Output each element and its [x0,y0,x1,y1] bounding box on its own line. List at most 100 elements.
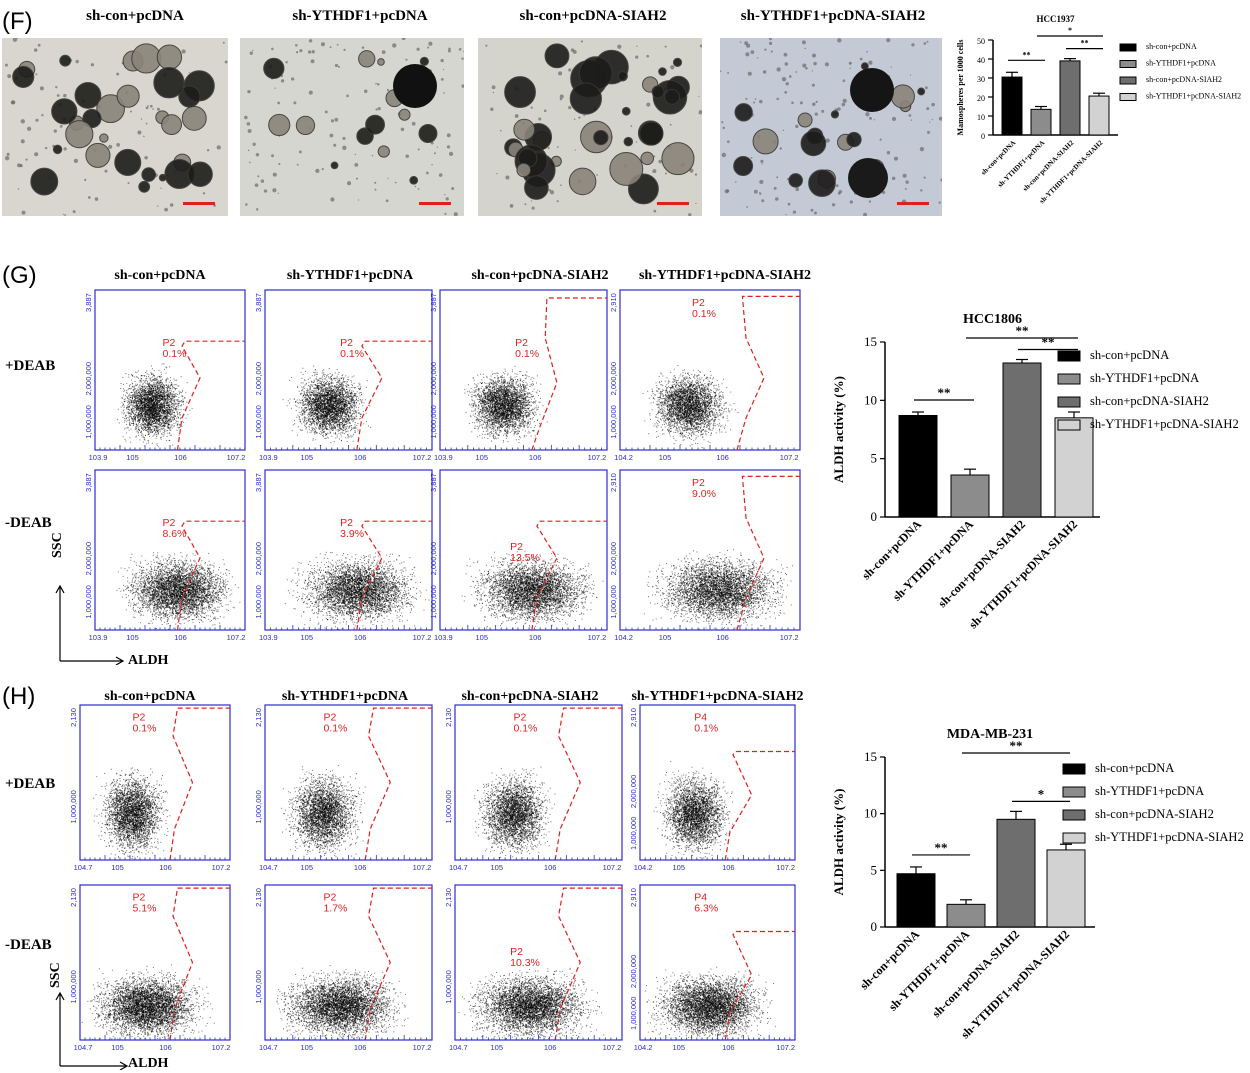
bar [997,819,1035,927]
cell-debris [358,199,359,200]
mammosphere [789,174,803,188]
x-tick-label: 107.2 [212,1043,231,1052]
legend-label: sh-con+pcDNA-SIAH2 [1090,394,1209,408]
scale-bar [897,202,929,205]
cell-debris [271,154,274,157]
x-tick-label: 106 [354,453,367,462]
cell-debris [291,77,294,80]
cell-debris [415,186,417,188]
scale-bar [419,202,451,205]
cell-debris [41,114,43,116]
cell-debris [362,46,365,49]
cell-debris [746,44,750,48]
x-tick-label: 106 [544,863,557,872]
cell-debris [446,197,449,200]
cell-debris [247,90,250,93]
cell-debris [920,147,924,151]
x-tick-label: 106 [354,863,367,872]
cell-debris [723,127,725,129]
cell-debris [759,100,763,104]
cell-debris [375,83,376,84]
cell-debris [751,157,753,159]
cell-debris [21,139,25,143]
cell-debris [312,50,315,53]
cell-debris [157,108,160,111]
cell-debris [869,117,872,120]
h-col-title-4: sh-YTHDF1+pcDNA-SIAH2 [620,689,815,705]
y-tick-label: 2,000,000 [609,362,618,395]
legend-swatch [1063,833,1085,843]
y-tick-label: 10 [864,392,877,407]
cell-debris [905,180,908,183]
cell-debris [816,101,818,103]
cell-debris [321,42,325,46]
cell-debris [759,192,760,193]
cell-debris [325,110,328,113]
cell-debris [785,214,786,215]
cell-debris [760,160,763,163]
cell-debris [440,59,443,62]
cell-debris [451,187,454,190]
cell-debris [538,117,541,120]
cell-debris [826,138,830,142]
cell-debris [137,130,141,134]
significance-label: ** [1016,323,1029,338]
cell-debris [812,70,813,71]
cell-debris [337,44,339,46]
f-col-title-1: sh-con+pcDNA [30,8,240,25]
x-tick-label: 107.2 [776,1043,795,1052]
cell-debris [850,200,853,203]
cell-debris [493,92,494,93]
cell-debris [575,150,576,151]
cell-debris [774,187,777,190]
cell-debris [849,62,852,65]
bar [1089,96,1109,135]
mammosphere [662,143,694,175]
cell-debris [868,61,872,65]
x-tick-label: 105 [672,1043,685,1052]
cell-debris [596,174,598,176]
cell-debris [441,78,444,81]
gate-percentage: 1.7% [323,903,347,915]
cell-debris [635,56,638,59]
cell-debris [354,163,358,167]
sphere-group [244,38,464,216]
x-tick-label: 104.2 [634,863,653,872]
y-tick-label: 2,000,000 [609,542,618,575]
cell-debris [932,119,933,120]
cell-debris [309,39,312,42]
cell-debris [636,141,637,142]
cell-debris [244,116,248,120]
cell-debris [784,91,787,94]
cell-debris [343,49,345,51]
cell-debris [938,201,940,203]
cell-debris [428,42,432,46]
y-tick-label: 2,130 [444,708,453,727]
cell-debris [670,124,672,126]
y-tick-label: 5 [871,451,878,466]
cell-debris [911,119,912,120]
cell-debris [721,121,723,123]
cell-debris [865,112,869,116]
cell-debris [755,98,757,100]
cell-debris [775,197,779,201]
cell-debris [785,62,789,66]
mammosphere [142,168,156,182]
cell-debris [73,210,76,213]
cell-debris [583,115,585,117]
gate-percentage: 10.3% [510,957,540,969]
cell-debris [160,188,161,189]
x-tick-label: 105 [126,453,139,462]
gate-percentage: 0.1% [692,308,716,320]
cell-debris [832,203,835,206]
cell-debris [769,42,772,45]
mammosphere [399,109,410,120]
x-tick-label: 104.7 [74,863,93,872]
mammosphere [545,44,569,68]
y-tick-label: 1,000,000 [429,405,438,438]
